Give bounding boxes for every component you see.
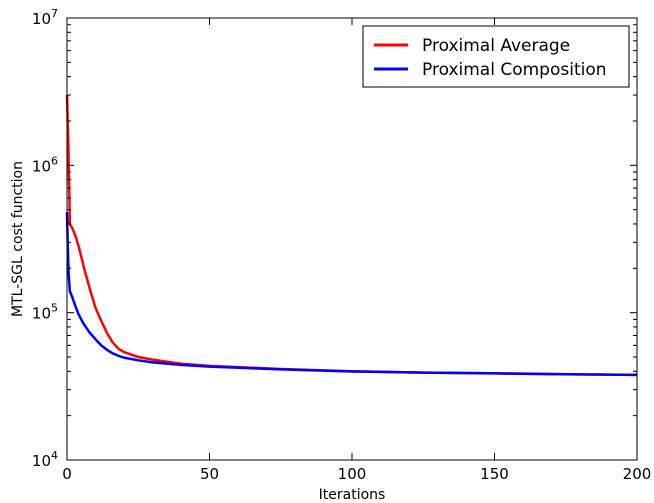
x-tick-label: 0: [62, 465, 72, 483]
y-tick-label: 104: [32, 449, 58, 470]
y-tick-label: 105: [32, 302, 58, 323]
series-line-proximal-composition: [65, 212, 638, 377]
x-tick-label: 150: [480, 465, 509, 483]
x-axis-label: Iterations: [319, 487, 386, 503]
plot-frame: [66, 17, 638, 461]
plot-area: [67, 18, 637, 460]
legend-label-proximal-average: Proximal Average: [422, 36, 570, 56]
legend: Proximal Average Proximal Composition: [362, 25, 630, 88]
series-layer: [65, 95, 638, 377]
y-axis-label: MTL-SGL cost function: [10, 161, 26, 317]
y-tick-label: 107: [32, 7, 58, 28]
legend-label-proximal-composition: Proximal Composition: [422, 60, 607, 80]
legend-box: [362, 25, 630, 88]
x-tick-label: 100: [338, 465, 367, 483]
x-tick-label: 50: [200, 465, 219, 483]
x-tick-label: 200: [623, 465, 652, 483]
y-tick-label: 106: [32, 154, 58, 175]
